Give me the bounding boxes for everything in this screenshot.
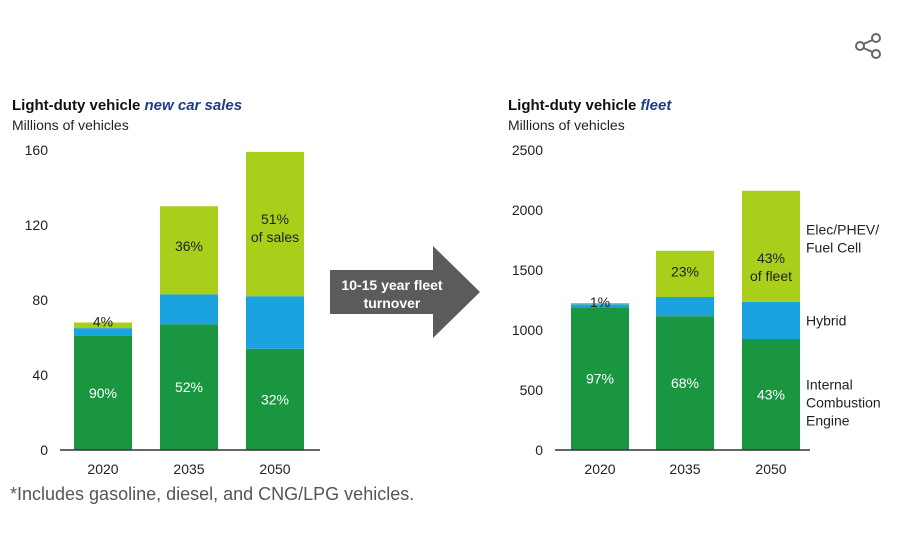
- sales-chart-plot: 0 40 80 120 160 90% 4% 2020 52% 36% 2035 32% 51% of s…: [25, 142, 320, 477]
- fleet-bar-hybrid-2020: [571, 304, 629, 308]
- fleet-chart-plot: 0 500 1000 1500 2000 2500 97% 1% 2020 68% 23% 2035 4…: [512, 142, 810, 477]
- fleet-label-ice-2035: 68%: [671, 375, 699, 391]
- fleet-bar-hybrid-2050: [742, 301, 800, 339]
- fleet-bar-hybrid-2035: [656, 297, 714, 317]
- footnote: *Includes gasoline, diesel, and CNG/LPG …: [10, 484, 414, 504]
- sales-bar-ice-2035: [160, 324, 218, 450]
- fleet-bar-ice-2050: [742, 339, 800, 450]
- sales-ytick-label: 160: [25, 142, 49, 158]
- sales-bar-ice-2050: [246, 348, 304, 450]
- fleet-bar-elec-2020: [571, 303, 629, 305]
- legend-elec-label: Elec/PHEV/: [806, 221, 879, 237]
- share-icon[interactable]: [855, 33, 881, 59]
- sales-label-ice-2020: 90%: [89, 385, 117, 401]
- fleet-label-ice-2050: 43%: [757, 387, 785, 403]
- sales-bar-hybrid-2020: [74, 328, 132, 336]
- arrow-label-line2: turnover: [364, 295, 421, 311]
- fleet-label-elec-2020: 1%: [590, 294, 610, 310]
- legend-elec-label: Fuel Cell: [806, 239, 861, 255]
- sales-ytick-label: 120: [25, 217, 49, 233]
- legend-ice-label: Combustion: [806, 395, 881, 411]
- sales-label-ice-2050: 32%: [261, 391, 289, 407]
- sales-chart-title: Light-duty vehicle new car sales: [12, 97, 242, 114]
- fleet-ytick-label: 2500: [512, 142, 543, 158]
- fleet-label-ice-2020: 97%: [586, 371, 614, 387]
- sales-bar-hybrid-2050: [246, 296, 304, 349]
- fleet-category-label-2035: 2035: [669, 461, 700, 477]
- fleet-ytick-label: 1000: [512, 322, 543, 338]
- fleet-bar-ice-2020: [571, 307, 629, 450]
- sales-ytick-label: 0: [40, 442, 48, 458]
- sales-bar-hybrid-2035: [160, 294, 218, 325]
- turnover-arrow: 10-15 year fleet turnover: [330, 246, 480, 338]
- fleet-chart-legend: Elec/PHEV/Fuel Cell Hybrid Internal Combust…: [806, 221, 881, 428]
- sales-label-ice-2035: 52%: [175, 379, 203, 395]
- sales-chart-ylabel: Millions of vehicles: [12, 117, 129, 133]
- sales-label-elec-2050: 51%: [261, 211, 289, 227]
- fleet-label-elec-sub-2050: of fleet: [750, 268, 792, 284]
- sales-category-label-2020: 2020: [87, 461, 118, 477]
- sales-category-label-2050: 2050: [259, 461, 290, 477]
- fleet-category-label-2050: 2050: [755, 461, 786, 477]
- sales-bar-elec-2020: [74, 322, 132, 329]
- fleet-chart: Light-duty vehicle fleet Millions of veh…: [508, 97, 881, 477]
- arrow-shape: [330, 246, 480, 338]
- sales-label-elec-sub-2050: of sales: [251, 229, 299, 245]
- sales-bar-elec-2035: [160, 206, 218, 295]
- sales-ytick-label: 40: [32, 367, 48, 383]
- fleet-chart-ylabel: Millions of vehicles: [508, 117, 625, 133]
- sales-ytick-label: 80: [32, 292, 48, 308]
- arrow-label-line1: 10-15 year fleet: [341, 277, 443, 293]
- fleet-bar-ice-2035: [656, 316, 714, 450]
- sales-bar-elec-2050: [246, 151, 304, 297]
- sales-category-label-2035: 2035: [173, 461, 204, 477]
- sales-label-elec-2035: 36%: [175, 238, 203, 254]
- fleet-ytick-label: 1500: [512, 262, 543, 278]
- sales-bar-ice-2020: [74, 335, 132, 450]
- sales-chart: Light-duty vehicle new car sales Million…: [12, 97, 320, 477]
- fleet-ytick-label: 500: [520, 382, 544, 398]
- fleet-category-label-2020: 2020: [584, 461, 615, 477]
- legend-ice-label: Engine: [806, 413, 850, 429]
- fleet-ytick-label: 2000: [512, 202, 543, 218]
- fleet-label-elec-2035: 23%: [671, 264, 699, 280]
- legend-ice-label: Internal: [806, 377, 853, 393]
- fleet-chart-title: Light-duty vehicle fleet: [508, 97, 672, 114]
- sales-label-elec-2020: 4%: [93, 314, 113, 330]
- fleet-bar-elec-2050: [742, 190, 800, 302]
- fleet-label-elec-2050: 43%: [757, 250, 785, 266]
- fleet-bar-elec-2035: [656, 250, 714, 297]
- legend-hybrid-label: Hybrid: [806, 312, 846, 328]
- fleet-ytick-label: 0: [535, 442, 543, 458]
